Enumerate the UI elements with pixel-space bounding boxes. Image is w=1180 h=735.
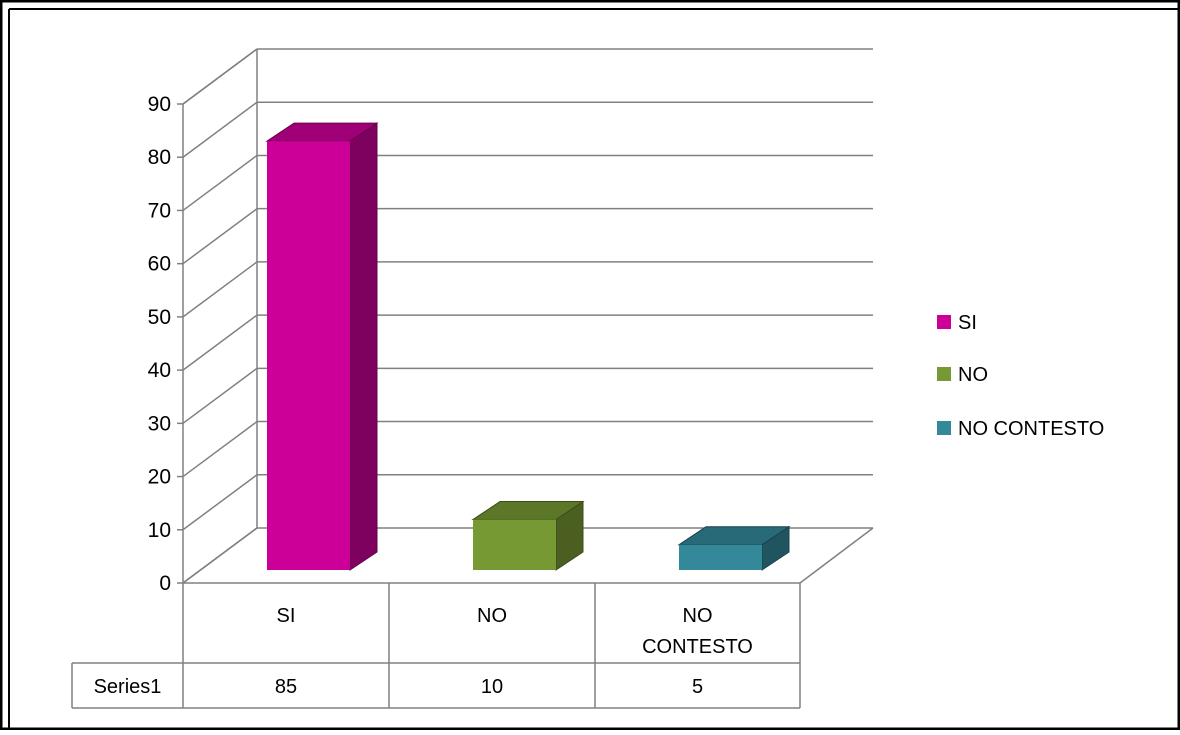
table-value: 5 — [692, 676, 703, 698]
bar-front — [679, 544, 762, 570]
legend-entry: SI — [937, 312, 977, 334]
legend-label: NO CONTESTO — [958, 418, 1104, 440]
bar-front — [267, 141, 350, 571]
legend-label: SI — [958, 312, 977, 334]
bars — [265, 122, 791, 571]
y-tick-label: 80 — [148, 146, 171, 169]
table-value: 85 — [275, 676, 297, 698]
y-tick-label: 30 — [148, 412, 171, 435]
y-tick-label: 50 — [148, 306, 171, 329]
y-tick-label: 90 — [148, 93, 171, 116]
bar — [677, 525, 791, 571]
legend-entry: NO CONTESTO — [937, 418, 1104, 440]
gridline-side — [182, 314, 258, 371]
y-tick-label: 70 — [148, 199, 171, 222]
gridline-side — [182, 208, 258, 265]
gridline-side — [182, 48, 258, 105]
y-tick-label: 40 — [148, 359, 171, 382]
legend: SI NO NO CONTESTO — [937, 312, 1104, 440]
table-row-header: Series1 — [94, 676, 162, 698]
floor-right-edge — [799, 527, 874, 584]
y-tick-label: 20 — [148, 466, 171, 489]
gridline-side — [182, 420, 258, 478]
gridline-side — [182, 367, 258, 424]
table-value: 10 — [481, 676, 503, 698]
x-tick-label: NO CONTESTO — [642, 605, 753, 658]
y-tick-label: 10 — [148, 519, 171, 542]
legend-swatch — [937, 315, 951, 329]
gridline-side — [182, 527, 258, 584]
legend-label: NO — [958, 364, 988, 386]
legend-swatch — [937, 421, 951, 435]
legend-swatch — [937, 367, 951, 381]
data-table: SI NO NO CONTESTO Series1 85 10 5 — [71, 583, 801, 709]
gridline-side — [182, 474, 258, 531]
y-tick-label: 60 — [148, 253, 171, 276]
y-axis: 0 10 20 30 40 50 60 70 80 90 — [148, 93, 183, 595]
y-tick-label: 0 — [159, 572, 171, 595]
gridline-side — [182, 261, 258, 318]
x-tick-label: SI — [277, 605, 296, 627]
x-tick-label: NO — [477, 605, 507, 627]
legend-entry: NO — [937, 364, 988, 386]
gridline-side — [182, 101, 258, 158]
gridline-side — [182, 154, 258, 212]
bar — [471, 500, 585, 571]
bar-side — [349, 122, 378, 571]
bar-front — [473, 519, 556, 570]
bar — [265, 122, 379, 571]
